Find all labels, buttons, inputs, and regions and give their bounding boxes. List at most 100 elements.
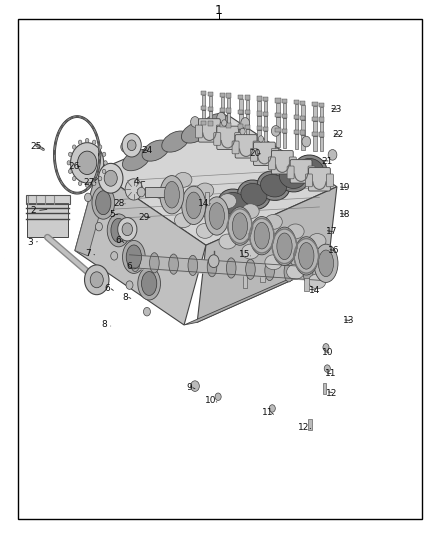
- Text: 10: 10: [322, 348, 334, 357]
- FancyBboxPatch shape: [214, 133, 221, 146]
- Bar: [257, 96, 262, 101]
- Ellipse shape: [131, 252, 140, 272]
- FancyBboxPatch shape: [235, 133, 242, 146]
- Text: 8: 8: [122, 293, 128, 302]
- Circle shape: [102, 169, 106, 174]
- Bar: [208, 107, 213, 111]
- Ellipse shape: [160, 175, 184, 214]
- Bar: [246, 115, 249, 130]
- Circle shape: [99, 164, 123, 193]
- Circle shape: [99, 145, 102, 149]
- Bar: [238, 124, 244, 128]
- Circle shape: [126, 281, 133, 289]
- Ellipse shape: [318, 250, 334, 277]
- Circle shape: [191, 381, 199, 391]
- FancyBboxPatch shape: [305, 174, 312, 187]
- Circle shape: [121, 142, 130, 152]
- Polygon shape: [27, 203, 68, 204]
- Ellipse shape: [209, 203, 224, 229]
- FancyBboxPatch shape: [272, 149, 279, 161]
- FancyBboxPatch shape: [326, 174, 333, 187]
- Bar: [221, 127, 224, 142]
- Circle shape: [272, 126, 280, 136]
- Polygon shape: [75, 171, 206, 325]
- Ellipse shape: [299, 243, 314, 269]
- Ellipse shape: [218, 189, 251, 219]
- Ellipse shape: [123, 150, 150, 171]
- Bar: [319, 102, 324, 107]
- Bar: [264, 116, 268, 131]
- Bar: [226, 93, 231, 98]
- FancyBboxPatch shape: [253, 141, 260, 154]
- Bar: [301, 105, 304, 120]
- Text: 6: 6: [116, 237, 121, 246]
- Bar: [239, 128, 243, 143]
- Circle shape: [68, 152, 72, 156]
- Circle shape: [68, 169, 72, 174]
- Circle shape: [67, 161, 71, 165]
- Bar: [238, 110, 244, 114]
- Text: 28: 28: [113, 199, 124, 208]
- Bar: [295, 259, 300, 272]
- Bar: [300, 116, 305, 120]
- Circle shape: [217, 112, 226, 123]
- Text: 10: 10: [205, 396, 216, 405]
- Bar: [201, 121, 206, 125]
- Circle shape: [241, 118, 250, 128]
- FancyBboxPatch shape: [268, 157, 276, 169]
- Bar: [320, 136, 323, 151]
- FancyBboxPatch shape: [235, 135, 257, 158]
- Bar: [264, 131, 268, 146]
- Circle shape: [78, 151, 97, 174]
- Circle shape: [258, 136, 264, 142]
- Bar: [208, 96, 212, 111]
- Circle shape: [104, 170, 117, 186]
- Circle shape: [324, 365, 330, 372]
- Bar: [263, 97, 268, 101]
- Circle shape: [302, 136, 311, 147]
- Bar: [301, 120, 304, 135]
- Bar: [245, 95, 250, 100]
- Bar: [263, 127, 268, 131]
- Bar: [276, 117, 280, 132]
- Ellipse shape: [294, 155, 327, 184]
- Text: 11: 11: [325, 369, 336, 378]
- Text: 4: 4: [133, 177, 139, 186]
- Ellipse shape: [272, 227, 297, 265]
- FancyBboxPatch shape: [232, 141, 239, 154]
- Bar: [258, 101, 261, 116]
- Ellipse shape: [265, 255, 283, 270]
- Circle shape: [222, 120, 227, 126]
- Circle shape: [85, 265, 109, 295]
- Text: 15: 15: [239, 251, 250, 260]
- Polygon shape: [97, 115, 337, 245]
- Bar: [294, 130, 299, 134]
- Bar: [208, 126, 212, 141]
- Text: 24: 24: [141, 146, 152, 155]
- FancyBboxPatch shape: [216, 125, 223, 138]
- Ellipse shape: [298, 158, 324, 181]
- Ellipse shape: [257, 171, 290, 200]
- Ellipse shape: [141, 271, 157, 295]
- Ellipse shape: [196, 183, 214, 198]
- Circle shape: [323, 344, 329, 351]
- Circle shape: [102, 152, 106, 156]
- Circle shape: [99, 176, 102, 181]
- Circle shape: [78, 140, 82, 144]
- Bar: [276, 102, 280, 117]
- Bar: [312, 117, 318, 121]
- Ellipse shape: [95, 191, 111, 215]
- Text: 7: 7: [85, 249, 91, 258]
- Circle shape: [85, 139, 89, 143]
- Bar: [220, 93, 225, 97]
- Ellipse shape: [150, 253, 159, 273]
- Bar: [226, 108, 231, 112]
- Circle shape: [104, 161, 107, 165]
- Text: 6: 6: [127, 262, 132, 271]
- Ellipse shape: [162, 131, 189, 152]
- Bar: [208, 111, 212, 126]
- Ellipse shape: [314, 244, 338, 282]
- Text: 2: 2: [31, 206, 36, 215]
- Ellipse shape: [92, 186, 115, 219]
- Circle shape: [122, 223, 133, 236]
